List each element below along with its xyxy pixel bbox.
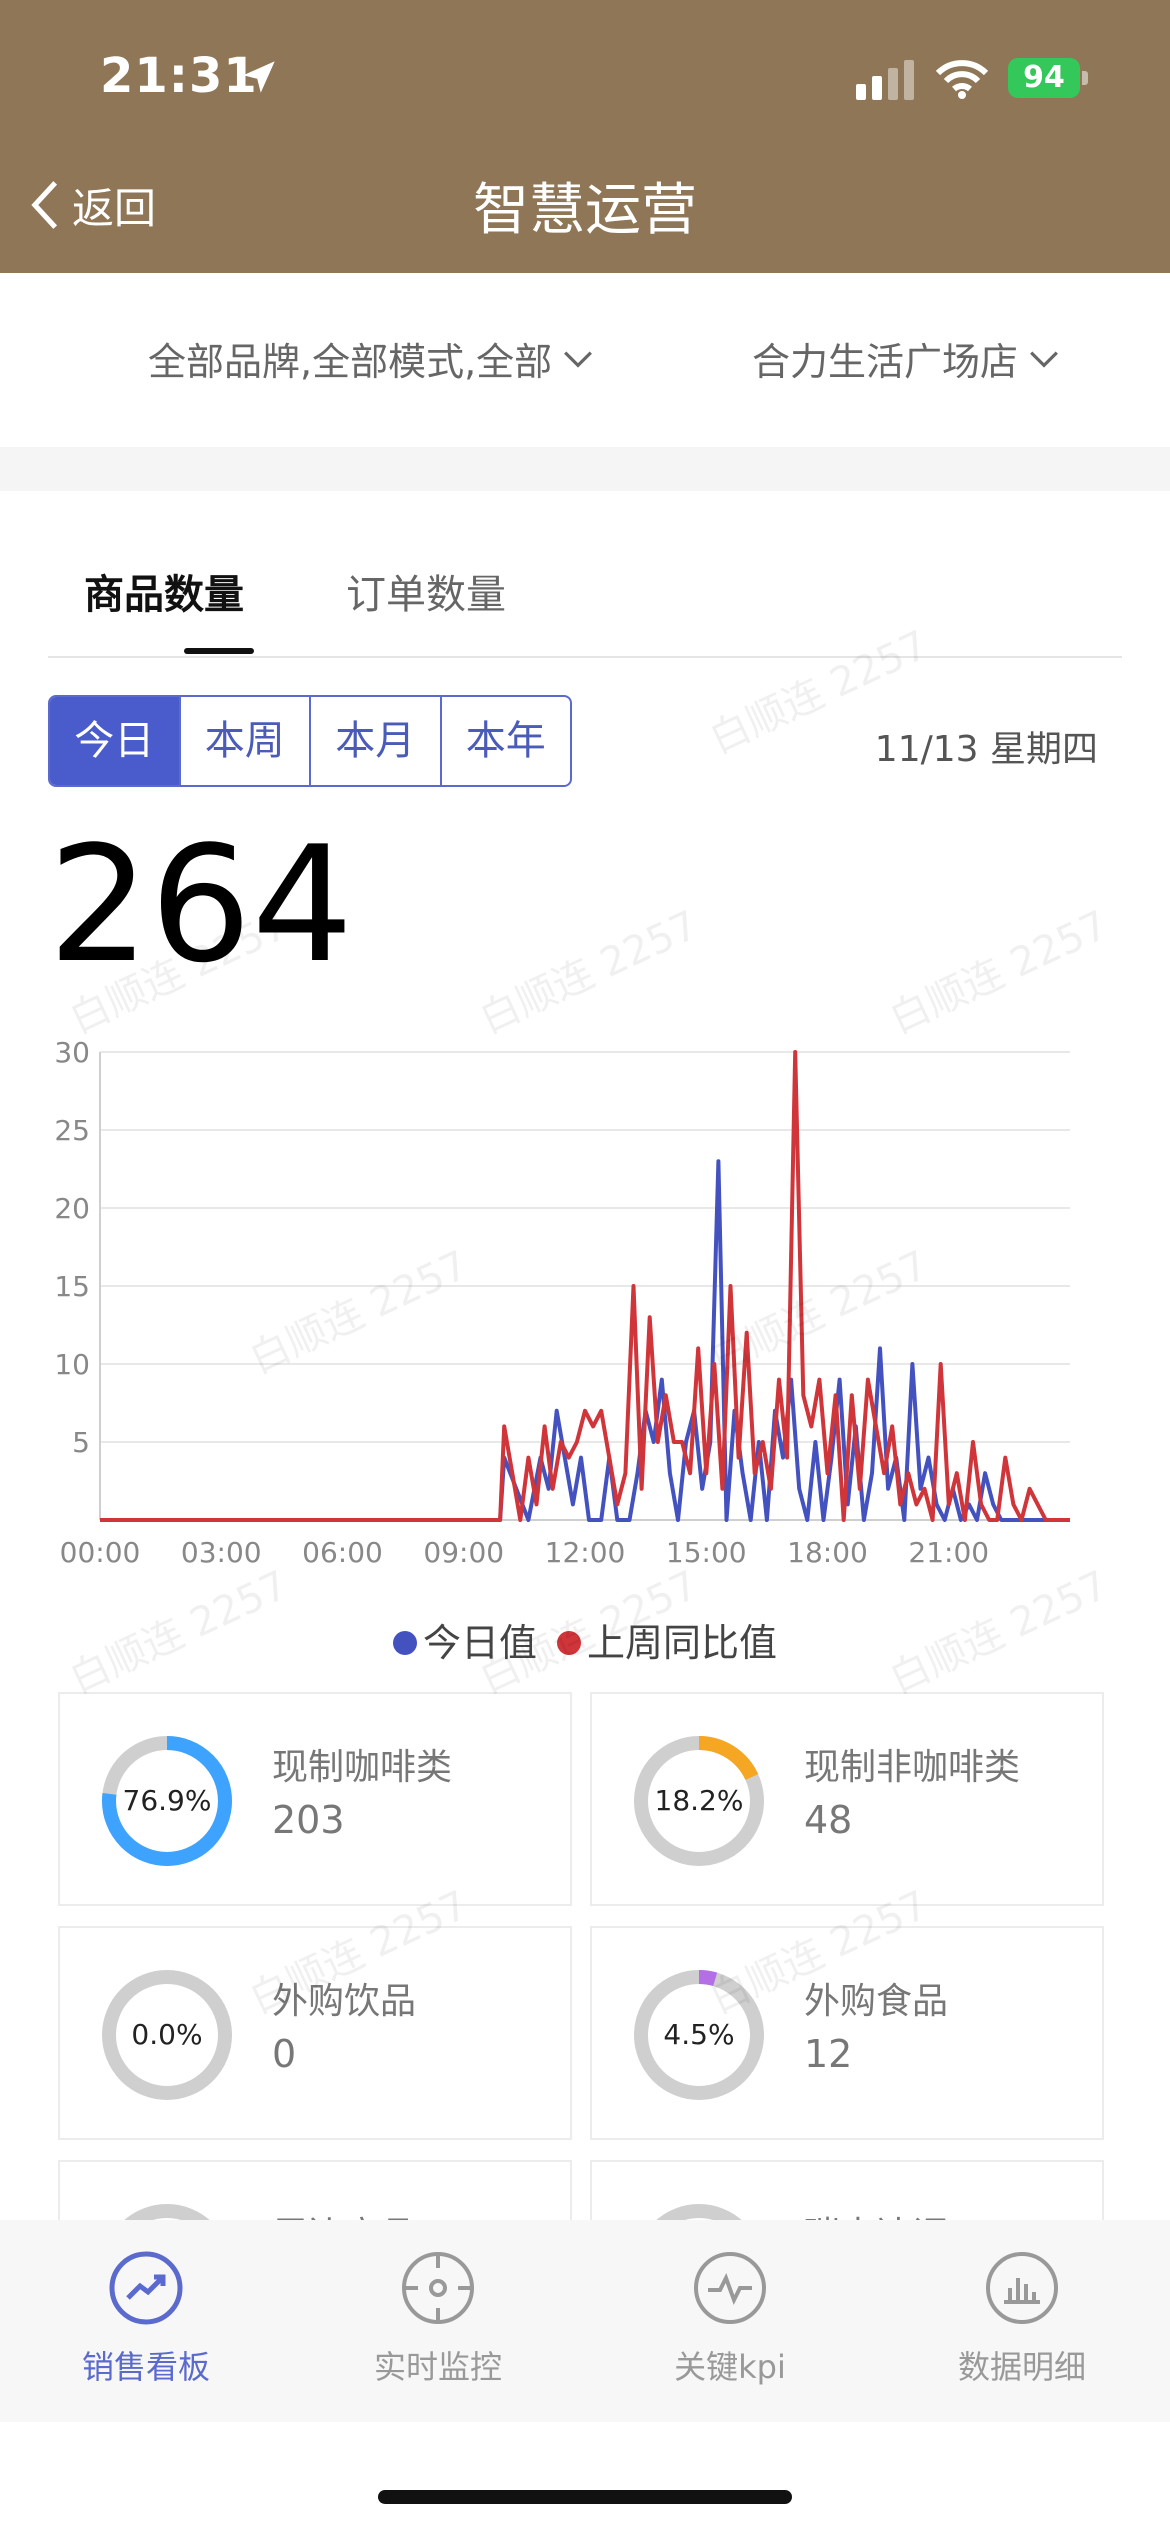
donut-ring xyxy=(634,1970,764,2100)
period-month[interactable]: 本月 xyxy=(309,697,440,785)
category-count: 0 xyxy=(272,2032,297,2076)
store-filter-label: 合力生活广场店 xyxy=(752,340,1019,384)
battery-indicator: 94 xyxy=(1008,58,1088,100)
period-today[interactable]: 今日 xyxy=(50,697,179,785)
watermark: 白顺连 2257 xyxy=(472,902,705,1044)
category-card[interactable]: 4.5% 外购食品 12 xyxy=(590,1926,1104,2140)
trend-icon xyxy=(109,2251,183,2325)
category-card[interactable]: 18.2% 现制非咖啡类 48 xyxy=(590,1692,1104,1906)
donut-fill xyxy=(634,1736,764,1866)
filter-bar: 全部品牌,全部模式,全部 合力生活广场店 xyxy=(0,273,1170,447)
nav-label: 实时监控 xyxy=(373,2348,502,2386)
y-tick-label: 25 xyxy=(54,1114,90,1147)
nav-sales-dashboard[interactable]: 销售看板 xyxy=(0,2248,292,2388)
brand-mode-filter[interactable]: 全部品牌,全部模式,全部 xyxy=(148,331,594,386)
category-percent: 4.5% xyxy=(663,2018,735,2051)
nav-realtime-monitor[interactable]: 实时监控 xyxy=(292,2248,584,2388)
monitor-icon xyxy=(402,2252,474,2324)
donut-ring xyxy=(102,1970,232,2100)
app-header: 21:31 94 返回 智慧运营 xyxy=(0,0,1170,273)
hourly-line-chart: 5 10 15 20 25 30 00:00 03:00 06:00 09:00 12:00 15:0… xyxy=(54,1036,1070,1569)
wifi-icon xyxy=(936,60,988,99)
category-name: 现制咖啡类 xyxy=(272,1747,453,1788)
x-tick-label: 18:00 xyxy=(787,1536,868,1569)
brand-mode-filter-label: 全部品牌,全部模式,全部 xyxy=(148,340,553,384)
x-tick-label: 06:00 xyxy=(302,1536,383,1569)
legend-last-week-label: 上周同比值 xyxy=(587,1621,778,1665)
page-title: 智慧运营 xyxy=(473,178,697,243)
legend-today-label: 今日值 xyxy=(422,1621,537,1665)
legend-dot-last-week xyxy=(557,1630,582,1655)
donut-track xyxy=(102,1970,232,2100)
legend-last-week[interactable]: 上周同比值 xyxy=(557,1621,777,1665)
category-count: 12 xyxy=(804,2032,853,2076)
y-tick-label: 5 xyxy=(72,1426,90,1459)
date-label: 11/13 星期四 xyxy=(874,729,1098,770)
nav-kpi[interactable]: 关键kpi xyxy=(584,2248,876,2388)
period-year[interactable]: 本年 xyxy=(439,697,571,785)
category-name: 外购食品 xyxy=(804,1981,949,2022)
period-week[interactable]: 本周 xyxy=(178,697,310,785)
series-line-today xyxy=(100,1159,1070,1522)
legend-today[interactable]: 今日值 xyxy=(392,1621,537,1665)
chevron-down-icon xyxy=(1030,350,1058,368)
x-tick-label: 00:00 xyxy=(60,1536,141,1569)
donut-ring xyxy=(102,1736,232,1866)
category-percent: 18.2% xyxy=(654,1784,744,1817)
category-name: 现制非咖啡类 xyxy=(804,1747,1021,1788)
back-button[interactable]: 返回 xyxy=(28,170,156,240)
x-tick-label: 12:00 xyxy=(545,1536,626,1569)
category-percent: 76.9% xyxy=(122,1784,212,1817)
cellular-signal-icon xyxy=(856,60,914,100)
active-tab-indicator xyxy=(184,648,254,654)
x-tick-label: 15:00 xyxy=(666,1536,747,1569)
period-selector: 今日 本周 本月 本年 xyxy=(48,695,572,787)
donut-ring xyxy=(634,1736,764,1866)
watermark: 白顺连 2257 xyxy=(882,902,1115,1044)
x-tick-label: 09:00 xyxy=(423,1536,504,1569)
category-card[interactable]: 76.9% 现制咖啡类 203 xyxy=(58,1692,572,1906)
tab-order-count[interactable]: 订单数量 xyxy=(346,572,506,618)
x-tick-label: 21:00 xyxy=(908,1536,989,1569)
bottom-tab-bar: 销售看板 实时监控 关键kpi 数据明细 xyxy=(0,2220,1170,2422)
metric-tabs: 商品数量 订单数量 xyxy=(48,540,1122,658)
kpi-icon xyxy=(694,2252,766,2324)
nav-label: 销售看板 xyxy=(81,2348,210,2386)
tab-product-count[interactable]: 商品数量 xyxy=(84,572,244,618)
nav-data-detail[interactable]: 数据明细 xyxy=(876,2248,1168,2388)
category-name: 外购饮品 xyxy=(272,1981,417,2022)
battery-cap xyxy=(1082,71,1088,85)
chevron-left-icon xyxy=(31,181,58,229)
x-tick-label: 03:00 xyxy=(181,1536,262,1569)
series-line-last-week xyxy=(100,1050,1070,1522)
store-filter[interactable]: 合力生活广场店 xyxy=(752,331,1060,386)
chevron-down-icon xyxy=(564,350,593,368)
bar-chart-icon xyxy=(986,2252,1058,2324)
back-label: 返回 xyxy=(72,183,157,233)
category-count: 203 xyxy=(272,1798,345,1842)
nav-label: 关键kpi xyxy=(674,2348,786,2386)
category-count: 48 xyxy=(804,1798,853,1842)
home-indicator xyxy=(378,2490,792,2504)
donut-fill xyxy=(102,1736,232,1866)
y-tick-label: 15 xyxy=(54,1270,90,1303)
donut-fill xyxy=(634,1970,764,2100)
chart-legend: 今日值 上周同比值 xyxy=(0,1612,1170,1667)
y-tick-label: 30 xyxy=(54,1036,90,1069)
y-tick-label: 10 xyxy=(54,1348,90,1381)
nav-label: 数据明细 xyxy=(957,2348,1086,2386)
section-divider xyxy=(0,447,1170,491)
category-percent: 0.0% xyxy=(131,2018,203,2051)
location-arrow-icon xyxy=(243,61,275,93)
status-time: 21:31 xyxy=(100,48,258,104)
legend-dot-today xyxy=(392,1630,417,1655)
category-card[interactable]: 0.0% 外购饮品 0 xyxy=(58,1926,572,2140)
y-tick-label: 20 xyxy=(54,1192,90,1225)
battery-level: 94 xyxy=(1008,58,1080,98)
total-count: 264 xyxy=(48,811,354,998)
